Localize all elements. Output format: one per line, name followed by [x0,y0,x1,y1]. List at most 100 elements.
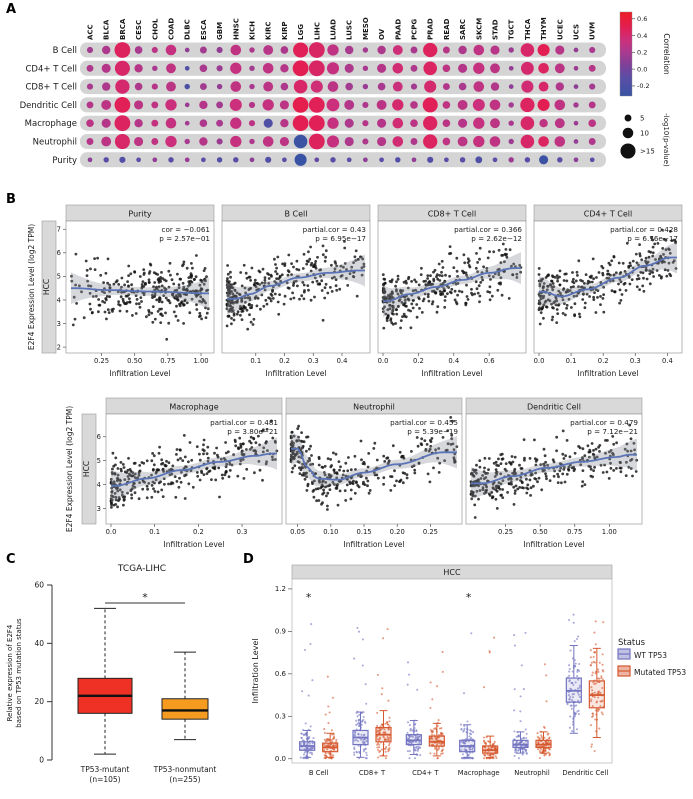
svg-text:0.25: 0.25 [498,528,513,536]
box-wt-5 [565,613,582,734]
panel-d-box-svg: HCC Infiltration Level 0.0 0.3 0.6 0.9 1.2 B Ce… [251,564,686,777]
svg-text:p = 6.76e−17: p = 6.76e−17 [627,234,678,243]
svg-text:3: 3 [57,320,61,328]
bubble-grid: B Cell CD4+ T Cell CD8+ T Cell Dendritic Ce… [20,42,606,168]
svg-text:B Cell: B Cell [285,210,308,219]
svg-text:0.0: 0.0 [534,357,545,365]
svg-text:0.9: 0.9 [275,628,286,636]
svg-text:0.50: 0.50 [127,357,142,365]
svg-text:CD8+ T Cell: CD8+ T Cell [428,210,476,219]
svg-text:0.05: 0.05 [290,528,305,536]
svg-text:1.00: 1.00 [193,357,208,365]
svg-text:0.3: 0.3 [308,357,319,365]
svg-text:*: * [306,591,312,604]
svg-text:p = 6.95e−17: p = 6.95e−17 [315,234,366,243]
panel-c-label: C [6,552,16,567]
svg-text:BRCA: BRCA [119,18,127,40]
svg-text:Dendritic Cell: Dendritic Cell [562,769,608,777]
svg-text:Correlation: Correlation [662,33,671,75]
svg-text:STAD: STAD [492,19,500,40]
svg-text:p = 2.57e−01: p = 2.57e−01 [159,234,210,243]
svg-text:0.3: 0.3 [275,713,286,721]
svg-text:BLCA: BLCA [103,19,111,40]
svg-text:6: 6 [57,249,61,257]
box-wt-3 [459,632,476,760]
svg-text:(n=255): (n=255) [169,775,200,784]
svg-text:>15: >15 [640,148,655,156]
svg-text:WT TP53: WT TP53 [634,651,667,660]
box-mut-0 [322,675,339,760]
svg-text:Infiltration Level: Infiltration Level [578,369,639,378]
svg-text:0.25: 0.25 [423,528,438,536]
svg-text:0.1: 0.1 [566,357,577,365]
svg-text:LUSC: LUSC [346,20,354,40]
box-mut-1 [375,628,392,760]
pvalue-size-legend: 5 10 >15 -log10(p-value) [620,113,670,167]
subplot-neutrophil: Neutrophil 0.05 0.10 0.15 0.20 0.25 Infiltrati… [285,397,463,549]
svg-text:CESC: CESC [135,20,143,40]
svg-text:Neutrophil: Neutrophil [353,403,395,412]
svg-text:40: 40 [34,639,44,648]
box-mut-2 [428,650,445,760]
svg-text:partial.cor = 0.428: partial.cor = 0.428 [610,225,678,234]
svg-text:0.4: 0.4 [337,357,348,365]
svg-text:UVM: UVM [589,22,597,40]
svg-text:partial.cor = 0.481: partial.cor = 0.481 [210,418,278,427]
status-legend: Status WT TP53 Mutated TP53 [617,638,686,677]
svg-text:based on TP53 mutation status: based on TP53 mutation status [15,618,23,728]
subplot-purity: Purity 0.25 0.50 0.75 1.00 Infiltration Level… [57,204,215,378]
svg-text:0.0: 0.0 [378,357,389,365]
svg-text:4: 4 [57,296,61,304]
svg-text:E2F4 Expression Level (log2 TP: E2F4 Expression Level (log2 TPM) [65,406,74,532]
svg-text:KICH: KICH [249,21,257,40]
svg-text:ESCA: ESCA [200,19,208,40]
svg-text:5: 5 [97,457,101,465]
svg-text:HNSC: HNSC [232,18,240,40]
svg-text:Infiltration Level: Infiltration Level [524,540,585,549]
svg-text:E2F4 Expression Level (log2 TP: E2F4 Expression Level (log2 TPM) [27,224,36,350]
svg-text:Macrophage: Macrophage [25,119,77,129]
svg-text:Mutated TP53: Mutated TP53 [634,668,686,677]
svg-text:4: 4 [97,481,101,489]
svg-text:0.3: 0.3 [630,357,641,365]
svg-text:Neutrophil: Neutrophil [514,769,550,777]
svg-text:Infiltration Level: Infiltration Level [110,369,171,378]
svg-text:0: 0 [39,756,44,765]
svg-text:B Cell: B Cell [309,769,329,777]
scatter-content [70,252,210,341]
svg-text:0.6: 0.6 [484,357,495,365]
svg-text:OV: OV [378,28,386,40]
svg-text:0.1: 0.1 [149,528,160,536]
svg-text:0.6: 0.6 [637,15,647,23]
subplot-dendritic-cell: Dendritic Cell 0.25 0.50 0.75 1.00 Infiltrati… [465,397,643,549]
svg-text:LUAD: LUAD [330,19,338,40]
svg-text:5: 5 [640,115,644,123]
svg-text:THYM: THYM [540,17,548,40]
svg-text:UCS: UCS [573,24,581,40]
svg-text:0.4: 0.4 [662,357,673,365]
svg-text:CD4+ T Cell: CD4+ T Cell [584,210,632,219]
scatter-content [225,240,366,331]
svg-text:p = 2.62e−12: p = 2.62e−12 [471,234,522,243]
svg-text:GBM: GBM [216,22,224,40]
svg-text:LIHC: LIHC [313,22,321,40]
svg-text:*: * [466,591,472,604]
svg-text:partial.cor = 0.455: partial.cor = 0.455 [390,418,458,427]
svg-text:0.0: 0.0 [275,755,286,763]
svg-text:partial.cor = 0.479: partial.cor = 0.479 [570,418,638,427]
svg-text:HCC: HCC [82,461,91,477]
svg-text:0.20: 0.20 [390,528,405,536]
svg-text:0.2: 0.2 [193,528,204,536]
correlation-colorbar: 0.6 0.4 0.2 0.0 -0.2 Correlation [619,11,671,97]
svg-text:0.50: 0.50 [533,528,548,536]
scatter-row-0: E2F4 Expression Level (log2 TPM) HCC Purit… [27,204,683,378]
box-wt-2 [405,661,422,760]
svg-text:HCC: HCC [42,279,51,295]
svg-text:READ: READ [443,18,451,40]
svg-text:LGG: LGG [297,24,305,40]
svg-text:-log10(p-value): -log10(p-value) [662,113,670,167]
panel-a-label: A [6,2,17,17]
svg-text:Dendritic Cell: Dendritic Cell [20,101,77,111]
svg-text:PCPG: PCPG [411,19,419,40]
